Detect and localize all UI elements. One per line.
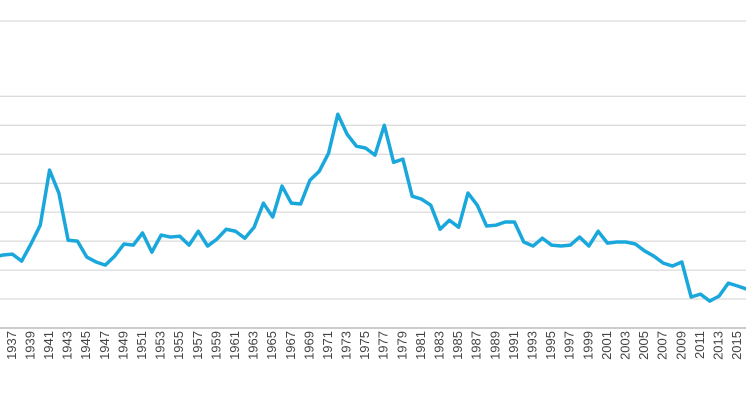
- x-tick-label: 1981: [413, 331, 428, 360]
- x-tick-label: 1945: [78, 331, 93, 360]
- x-tick-label: 1971: [320, 331, 335, 360]
- x-tick-label: 1965: [264, 331, 279, 360]
- x-tick-label: 1987: [469, 331, 484, 360]
- x-tick-label: 1997: [562, 331, 577, 360]
- x-tick-label: 2011: [692, 331, 707, 359]
- x-tick-label: 1975: [357, 331, 372, 360]
- x-tick-label: 1937: [4, 331, 19, 360]
- x-tick-label: 1991: [506, 331, 521, 360]
- x-tick-label: 1967: [283, 331, 298, 360]
- x-tick-label: 1943: [60, 331, 75, 360]
- x-tick-label: 1999: [580, 331, 595, 360]
- x-tick-label: 1941: [41, 331, 56, 360]
- x-tick-label: 2015: [729, 331, 744, 360]
- x-tick-label: 1953: [153, 331, 168, 360]
- x-tick-label: 1983: [432, 331, 447, 360]
- x-tick-label: 1993: [525, 331, 540, 360]
- x-tick-label: 1963: [246, 331, 261, 360]
- x-tick-label: 1977: [376, 331, 391, 360]
- x-tick-label: 2005: [636, 331, 651, 360]
- x-tick-label: 1995: [543, 331, 558, 360]
- x-tick-label: 2007: [655, 331, 670, 360]
- x-tick-label: 1947: [97, 331, 112, 360]
- x-tick-label: 1979: [394, 331, 409, 360]
- x-tick-label: 1961: [227, 331, 242, 360]
- x-tick-label: 2013: [710, 331, 725, 360]
- x-tick-label: 2001: [599, 331, 614, 360]
- x-tick-label: 1955: [171, 331, 186, 360]
- data-line: [0, 112, 746, 303]
- x-tick-label: 2003: [617, 331, 632, 360]
- x-tick-label: 1939: [22, 331, 37, 360]
- x-tick-label: 1959: [208, 331, 223, 360]
- x-tick-label: 1949: [115, 331, 130, 360]
- x-tick-label: 1969: [301, 331, 316, 360]
- x-tick-label: 2009: [673, 331, 688, 360]
- x-tick-label: 1989: [487, 331, 502, 360]
- x-tick-label: 1957: [190, 331, 205, 360]
- x-tick-label: 1973: [339, 331, 354, 360]
- x-tick-label: 1951: [134, 331, 149, 360]
- x-tick-label: 1985: [450, 331, 465, 360]
